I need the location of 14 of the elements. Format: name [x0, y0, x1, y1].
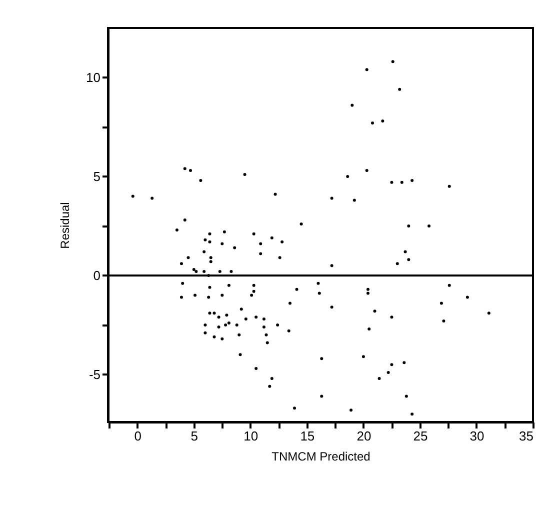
x-tick-label: 15: [300, 428, 315, 444]
y-tick-label: 5: [93, 168, 100, 184]
x-tick-label: 35: [519, 428, 534, 444]
y-tick-label: 0: [93, 268, 100, 283]
y-tick-label: -5: [88, 366, 100, 382]
x-tick-label: 25: [413, 428, 428, 444]
x-tick-label: 10: [244, 428, 258, 444]
y-axis-title: Residual: [58, 202, 72, 249]
x-tick-label: 0: [134, 428, 142, 444]
y-tick-label: 10: [86, 70, 100, 85]
x-axis-title: TNMCM Predicted: [272, 450, 370, 464]
x-tick-label: 5: [190, 428, 198, 444]
x-tick-label: 20: [356, 428, 372, 444]
x-tick-label: 30: [470, 428, 484, 444]
